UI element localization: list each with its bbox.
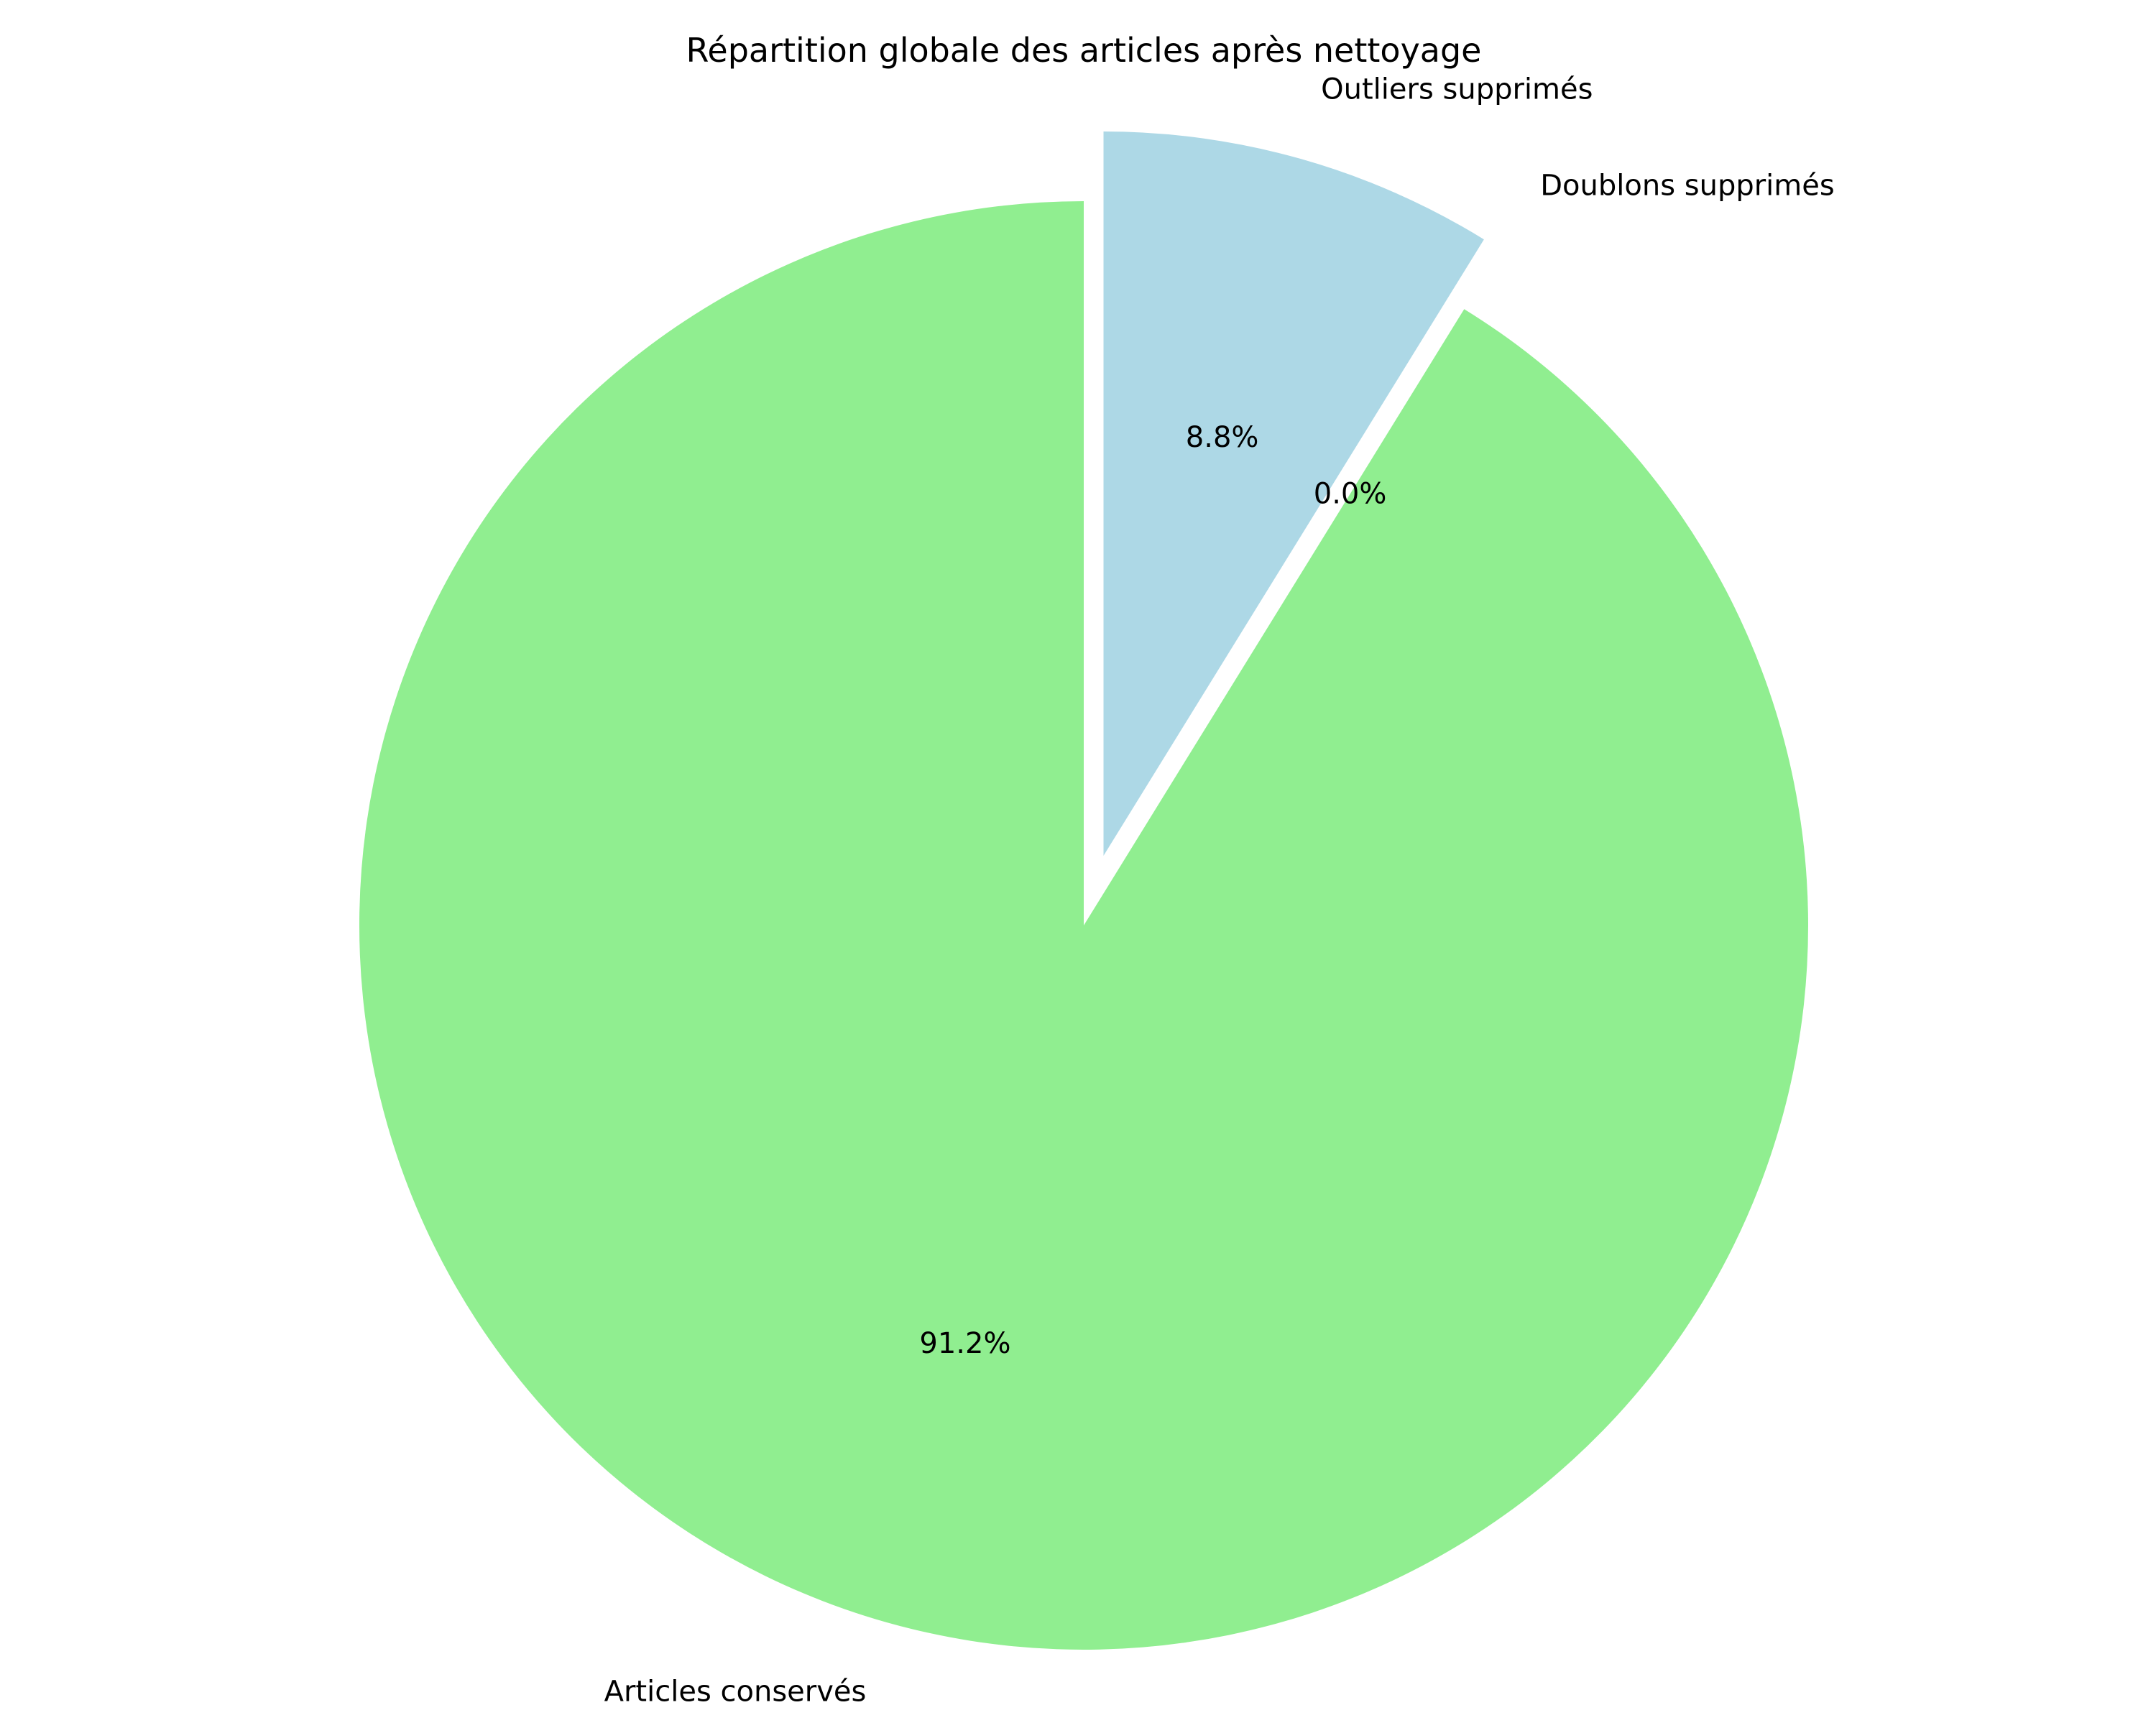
chart-title: Répartition globale des articles après n…	[686, 31, 1482, 70]
pie-labels: 8.8% Outliers supprimés 0.0% Doublons suppr…	[604, 73, 1835, 1708]
pie-category-label-articles-conserves: Articles conservés	[604, 1676, 867, 1709]
pie-slice-articles-conserves	[359, 201, 1808, 1650]
pie-slice-outliers-supprimes	[1103, 131, 1484, 856]
pie-category-label-outliers-supprimes: Outliers supprimés	[1321, 73, 1593, 106]
pie-pct-label-doublons-supprimes: 0.0%	[1314, 478, 1387, 511]
pie-pct-label-articles-conserves: 91.2%	[919, 1327, 1010, 1360]
pie-category-label-doublons-supprimes: Doublons supprimés	[1540, 170, 1834, 203]
pie-pct-label-outliers-supprimes: 8.8%	[1186, 421, 1259, 454]
pie-slices	[359, 131, 1808, 1650]
